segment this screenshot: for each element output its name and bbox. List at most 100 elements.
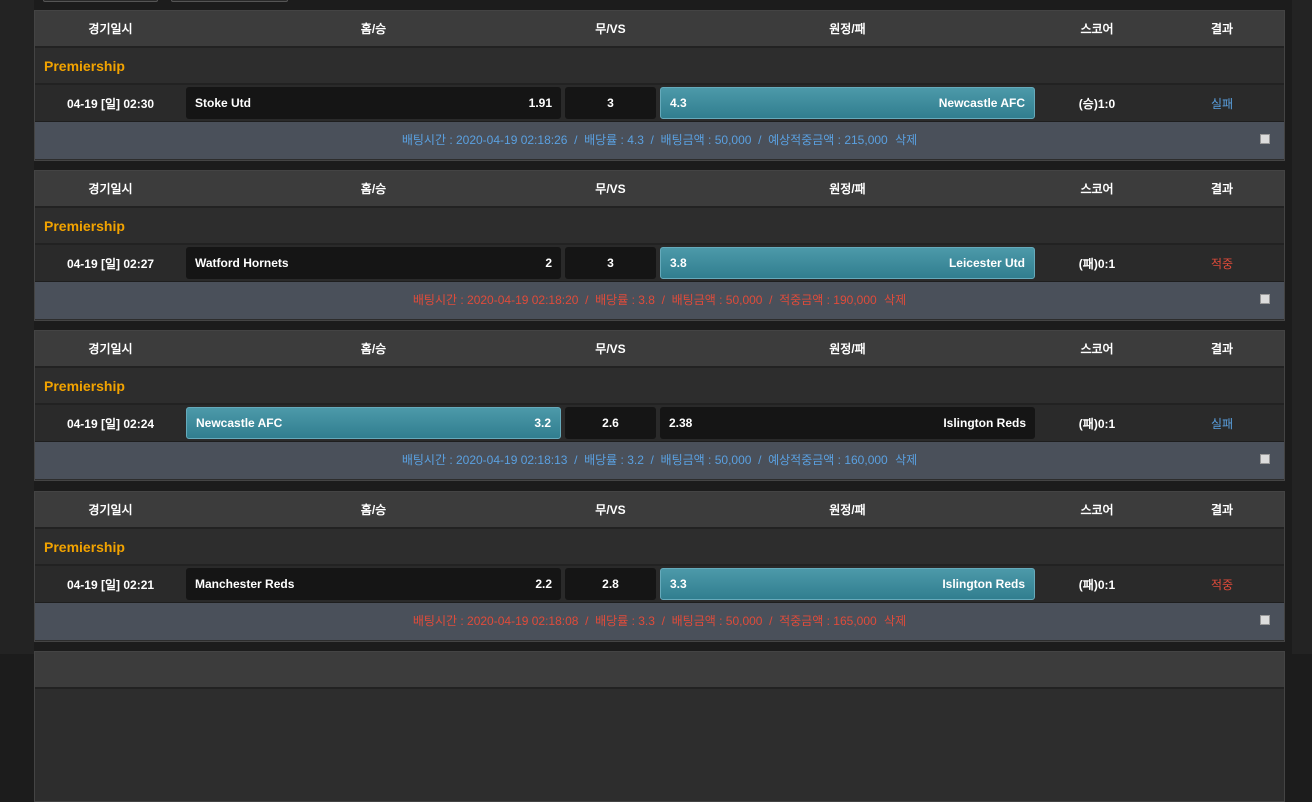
header-date: 경기일시 [88, 182, 133, 196]
header-draw: 무/VS [595, 182, 626, 196]
match-date: 04-19 [일] 02:27 [66, 256, 155, 271]
header-result: 결과 [1210, 22, 1234, 36]
draw-odds: 2.6 [602, 416, 619, 430]
header-away: 원정/패 [829, 22, 866, 36]
home-odds: 2.2 [535, 577, 552, 591]
bet-info: 배팅시간 : 2020-04-19 02:18:13 / 배당률 : 3.2 /… [401, 453, 888, 467]
top-button-2[interactable] [171, 0, 288, 2]
match-date: 04-19 [일] 02:21 [66, 577, 155, 592]
away-odds: 3.3 [670, 577, 687, 591]
left-margin [0, 0, 34, 654]
header-home: 홈/승 [360, 182, 387, 196]
delete-link[interactable]: 삭제 [895, 453, 918, 467]
home-team: Stoke Utd [195, 96, 252, 110]
header-away: 원정/패 [829, 503, 866, 517]
select-checkbox[interactable] [1260, 615, 1270, 625]
delete-link[interactable]: 삭제 [895, 133, 918, 147]
bet-info-row: 배팅시간 : 2020-04-19 02:18:13 / 배당률 : 3.2 /… [35, 442, 1284, 479]
bet-card: 경기일시 홈/승 무/VS 원정/패 스코어 결과 Premiership 04… [34, 170, 1285, 321]
match-date: 04-19 [일] 02:24 [66, 416, 155, 431]
top-button-1[interactable] [43, 0, 158, 2]
header-draw: 무/VS [595, 22, 626, 36]
right-margin [1292, 0, 1312, 654]
away-odds-button[interactable]: 3.8 Leicester Utd [660, 247, 1035, 279]
home-odds-button[interactable]: Newcastle AFC 3.2 [186, 407, 561, 439]
league-name: Premiership [35, 368, 1284, 405]
away-team: Leicester Utd [948, 256, 1025, 270]
result-status: 실패 [1210, 416, 1234, 431]
header-date: 경기일시 [88, 342, 133, 356]
table-header: 경기일시 홈/승 무/VS 원정/패 스코어 결과 [35, 171, 1284, 208]
draw-odds-button[interactable]: 3 [565, 87, 656, 119]
result-status: 적중 [1210, 577, 1234, 592]
away-team: Islington Reds [942, 577, 1025, 591]
score: (패)0:1 [1078, 256, 1116, 271]
home-odds: 1.91 [528, 96, 552, 110]
select-checkbox[interactable] [1260, 134, 1270, 144]
draw-odds-button[interactable]: 2.8 [565, 568, 656, 600]
bet-info-row: 배팅시간 : 2020-04-19 02:18:08 / 배당률 : 3.3 /… [35, 603, 1284, 640]
header-score: 스코어 [1080, 182, 1114, 196]
away-odds: 3.8 [670, 256, 687, 270]
delete-link[interactable]: 삭제 [884, 614, 907, 628]
away-odds-button[interactable]: 2.38 Islington Reds [660, 407, 1035, 439]
header-away: 원정/패 [829, 182, 866, 196]
match-row: 04-19 [일] 02:27 Watford Hornets 2 3 3.8 … [35, 245, 1284, 282]
score: (패)0:1 [1078, 577, 1116, 592]
match-row: 04-19 [일] 02:30 Stoke Utd 1.91 3 4.3 New… [35, 85, 1284, 122]
bet-info: 배팅시간 : 2020-04-19 02:18:08 / 배당률 : 3.3 /… [412, 614, 877, 628]
away-team: Newcastle AFC [938, 96, 1025, 110]
header-date: 경기일시 [88, 22, 133, 36]
header-home: 홈/승 [360, 342, 387, 356]
home-odds-button[interactable]: Stoke Utd 1.91 [186, 87, 561, 119]
home-team: Manchester Reds [195, 577, 295, 591]
header-draw: 무/VS [595, 503, 626, 517]
home-odds: 2 [545, 256, 552, 270]
header-score: 스코어 [1080, 503, 1114, 517]
away-odds-button[interactable]: 4.3 Newcastle AFC [660, 87, 1035, 119]
table-header: 경기일시 홈/승 무/VS 원정/패 스코어 결과 [35, 492, 1284, 529]
bet-info-row: 배팅시간 : 2020-04-19 02:18:26 / 배당률 : 4.3 /… [35, 122, 1284, 159]
result-status: 실패 [1210, 96, 1234, 111]
select-checkbox[interactable] [1260, 454, 1270, 464]
score: (승)1:0 [1078, 96, 1116, 111]
draw-odds: 2.8 [602, 577, 619, 591]
away-odds: 4.3 [670, 96, 687, 110]
match-row: 04-19 [일] 02:24 Newcastle AFC 3.2 2.6 2.… [35, 405, 1284, 442]
match-row: 04-19 [일] 02:21 Manchester Reds 2.2 2.8 … [35, 566, 1284, 603]
home-odds: 3.2 [534, 416, 551, 430]
draw-odds: 3 [607, 96, 614, 110]
league-name: Premiership [35, 529, 1284, 566]
bet-info-row: 배팅시간 : 2020-04-19 02:18:20 / 배당률 : 3.8 /… [35, 282, 1284, 319]
table-header: 경기일시 홈/승 무/VS 원정/패 스코어 결과 [35, 11, 1284, 48]
delete-link[interactable]: 삭제 [884, 293, 907, 307]
league-name: Premiership [35, 48, 1284, 85]
draw-odds-button[interactable]: 2.6 [565, 407, 656, 439]
table-header: 경기일시 홈/승 무/VS 원정/패 스코어 결과 [35, 331, 1284, 368]
header-home: 홈/승 [360, 503, 387, 517]
home-team: Newcastle AFC [196, 416, 283, 430]
home-odds-button[interactable]: Watford Hornets 2 [186, 247, 561, 279]
header-home: 홈/승 [360, 22, 387, 36]
header-result: 결과 [1210, 182, 1234, 196]
bet-card: 경기일시 홈/승 무/VS 원정/패 스코어 결과 Premiership 04… [34, 330, 1285, 481]
bet-info: 배팅시간 : 2020-04-19 02:18:20 / 배당률 : 3.8 /… [412, 293, 877, 307]
away-odds-button[interactable]: 3.3 Islington Reds [660, 568, 1035, 600]
header-score: 스코어 [1080, 342, 1114, 356]
header-draw: 무/VS [595, 342, 626, 356]
draw-odds-button[interactable]: 3 [565, 247, 656, 279]
away-odds: 2.38 [669, 416, 693, 430]
bet-card: 경기일시 홈/승 무/VS 원정/패 스코어 결과 Premiership 04… [34, 491, 1285, 642]
bet-card: 경기일시 홈/승 무/VS 원정/패 스코어 결과 Premiership 04… [34, 10, 1285, 161]
home-team: Watford Hornets [195, 256, 289, 270]
home-odds-button[interactable]: Manchester Reds 2.2 [186, 568, 561, 600]
league-name: Premiership [35, 208, 1284, 245]
draw-odds: 3 [607, 256, 614, 270]
away-team: Islington Reds [943, 416, 1026, 430]
select-checkbox[interactable] [1260, 294, 1270, 304]
match-date: 04-19 [일] 02:30 [66, 96, 155, 111]
score: (패)0:1 [1078, 416, 1116, 431]
header-away: 원정/패 [829, 342, 866, 356]
header-score: 스코어 [1080, 22, 1114, 36]
header-date: 경기일시 [88, 503, 133, 517]
